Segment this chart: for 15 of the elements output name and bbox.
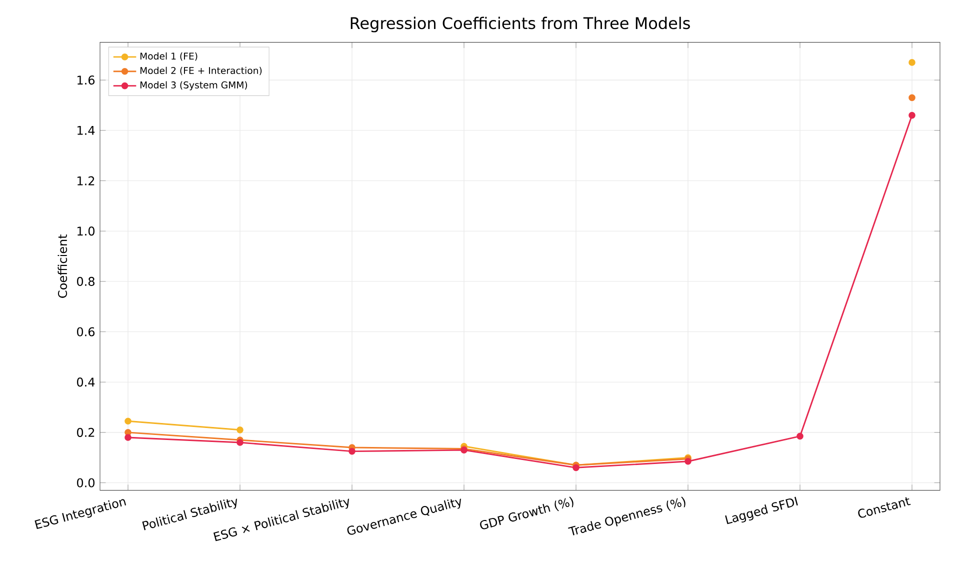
- y-tick-label: 0.6: [77, 327, 95, 336]
- y-tick-label: 1.4: [78, 126, 95, 135]
- legend-label: Model 1 (FE): [140, 52, 198, 61]
- legend-label: Model 2 (FE + Interaction): [140, 66, 262, 76]
- y-tick-label: 1.2: [78, 176, 94, 186]
- y-tick-label: 1.0: [78, 226, 94, 236]
- x-tick-label: Lagged SFDI: [725, 496, 798, 524]
- y-tick-label: 0.8: [77, 276, 94, 286]
- y-tick-label: 0.2: [77, 428, 94, 437]
- y-axis-title: Coefficient: [58, 234, 68, 298]
- legend-label: Model 3 (System GMM): [140, 81, 248, 90]
- y-tick-label: 0.0: [77, 478, 94, 488]
- y-tick-label: 1.6: [78, 76, 95, 85]
- chart-title: Regression Coefficients from Three Models: [350, 16, 690, 32]
- y-tick-label: 0.4: [77, 378, 95, 387]
